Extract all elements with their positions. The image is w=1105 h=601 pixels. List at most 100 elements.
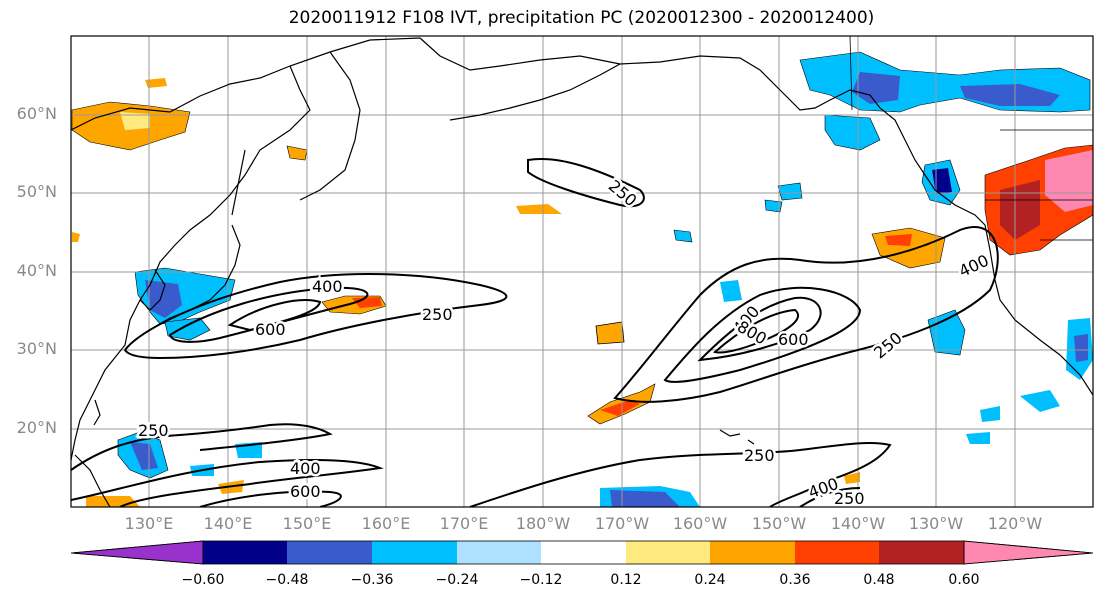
contour-label: 250 [744,446,775,465]
shade-se-blue [980,406,1000,422]
colorbar-cell [287,541,372,564]
shade-mid-blue1 [777,182,803,201]
colorbar-cell [372,541,457,564]
precip-shading [71,51,1093,507]
shade-offshore-orange [871,227,946,269]
korea [139,269,166,311]
shade-mid-blue2 [764,199,783,213]
lat-label-50n: 50°N [16,182,57,201]
colorbar-tick: 0.48 [863,572,895,588]
colorbar-cell [541,541,626,564]
contour-label: 400 [956,251,992,281]
colorbar-cell [457,541,541,564]
sakhalin [231,149,246,216]
shade-alaska-dark2 [960,84,1060,106]
contour-label: 250 [870,328,906,362]
colorbar-extend-high [963,540,1094,565]
aleutians [449,63,621,121]
contour-labels: 250 400 600 250 400 600 800 400 250 400 … [136,174,995,508]
shade-pnw-dark [1000,180,1040,240]
shade-island-orange [595,321,625,345]
shade-small-orange2 [286,145,308,161]
shade-small-orange3 [516,204,562,214]
colorbar-tick: −0.60 [181,572,225,588]
lon-label-150e: 150°E [282,514,332,533]
colorbar-tick: −0.12 [519,572,563,588]
shade-alaska-dark [852,72,900,104]
shade-jet-red [352,297,382,308]
map-frame [70,35,1094,508]
contour-label: 250 [422,305,453,324]
shade-japan-dark [145,280,182,318]
lon-label-140w: 140°W [830,514,886,533]
shade-okhotsk-yellow [120,112,150,130]
contour-600-mid [697,296,822,362]
colorbar-cell [879,541,964,564]
lon-label-130e: 130°E [124,514,174,533]
colorbar-frame [202,540,965,565]
lon-label-120w: 120°W [987,514,1043,533]
graticule [71,36,1093,507]
contour-250-sw [71,423,333,471]
contour-400-mid [663,286,862,383]
shade-small-orange1 [145,78,167,88]
taiwan [93,399,101,426]
lat-label-30n: 30°N [16,339,57,358]
colorbar-cell [795,541,879,564]
map-title: 2020011912 F108 IVT, precipitation PC (2… [288,8,875,28]
shade-hawaii-red [600,400,640,416]
colorbar-cell [710,541,795,564]
kamchatka [299,51,361,201]
lat-label-20n: 20°N [16,418,57,437]
shade-small-yellow1 [844,472,860,484]
colorbar-tick: 0.24 [694,572,726,588]
shade-pnw-pink [1045,150,1093,212]
contour-250-south [469,441,892,507]
lon-label-130w: 130°W [908,514,964,533]
shade-gulf-blue [824,114,881,151]
asia-coast [71,37,421,461]
contour-250-nw [527,158,645,208]
contour-label: 250 [138,421,169,440]
colorbar-cell [626,541,710,564]
colorbar-extend-low [70,540,204,565]
colorbar-cell [203,541,287,564]
map-body: 250 400 600 250 400 600 800 400 250 400 … [71,36,1093,508]
shade-small-orange4 [72,232,80,242]
contour-600-sw [199,490,342,507]
shade-small-orange6 [86,496,140,507]
contour-label: 400 [290,459,321,478]
shade-bc-dark [932,168,952,194]
contour-800-mid [712,308,800,354]
lon-label-140e: 140°E [203,514,253,533]
contour-label: 600 [290,482,321,501]
contour-250-jet [123,273,508,360]
shade-se-blue3 [966,432,990,444]
shade-mid-blue4 [720,280,742,302]
shade-phil-dark [130,442,158,470]
colorbar-tick: 0.36 [779,572,811,588]
contour-label: 250 [834,489,865,508]
shade-coast-dark [1074,334,1088,362]
shade-mid-blue3 [673,229,693,243]
lon-label-170w: 170°W [594,514,650,533]
contour-400-jet [168,286,369,343]
contour-label: 600 [255,320,286,339]
shade-se-blue2 [1020,390,1060,412]
lon-label-150w: 150°W [751,514,807,533]
shade-se-blue4 [927,309,966,356]
ivt-contours [71,158,999,507]
colorbar-tick: −0.24 [435,572,479,588]
lat-label-60n: 60°N [16,104,57,123]
contour-label: 600 [778,330,809,349]
contour-400-south [799,487,861,507]
lon-label-180w: 180°W [515,514,571,533]
coastlines [71,36,1093,507]
contour-250-mid [613,226,999,403]
contour-400-sw [71,459,384,507]
colorbar-tick: 0.12 [610,572,642,588]
lon-label-160w: 160°W [672,514,728,533]
colorbar-tick: −0.48 [265,572,309,588]
shade-offshore-red [885,234,912,246]
